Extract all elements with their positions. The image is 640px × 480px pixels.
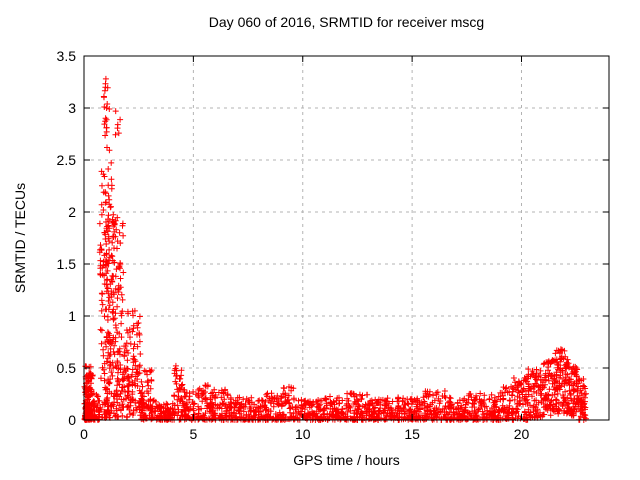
- y-tick-label: 1: [68, 308, 76, 324]
- y-tick-label: 2.5: [57, 152, 77, 168]
- y-tick-label: 0: [68, 412, 76, 428]
- x-tick-label: 20: [514, 426, 530, 442]
- y-tick-label: 3: [68, 100, 76, 116]
- chart-title: Day 060 of 2016, SRMTID for receiver msc…: [208, 14, 485, 30]
- x-tick-label: 0: [80, 426, 88, 442]
- plot-frame: [83, 55, 610, 421]
- y-tick-label: 0.5: [57, 360, 77, 376]
- y-tick-label: 3.5: [57, 48, 77, 64]
- x-axis-label: GPS time / hours: [293, 452, 400, 468]
- x-tick-label: 5: [189, 426, 197, 442]
- y-tick-label: 1.5: [57, 256, 77, 272]
- y-tick-label: 2: [68, 204, 76, 220]
- x-tick-label: 15: [404, 426, 420, 442]
- x-tick-label: 10: [295, 426, 311, 442]
- scatter-points: [81, 75, 589, 423]
